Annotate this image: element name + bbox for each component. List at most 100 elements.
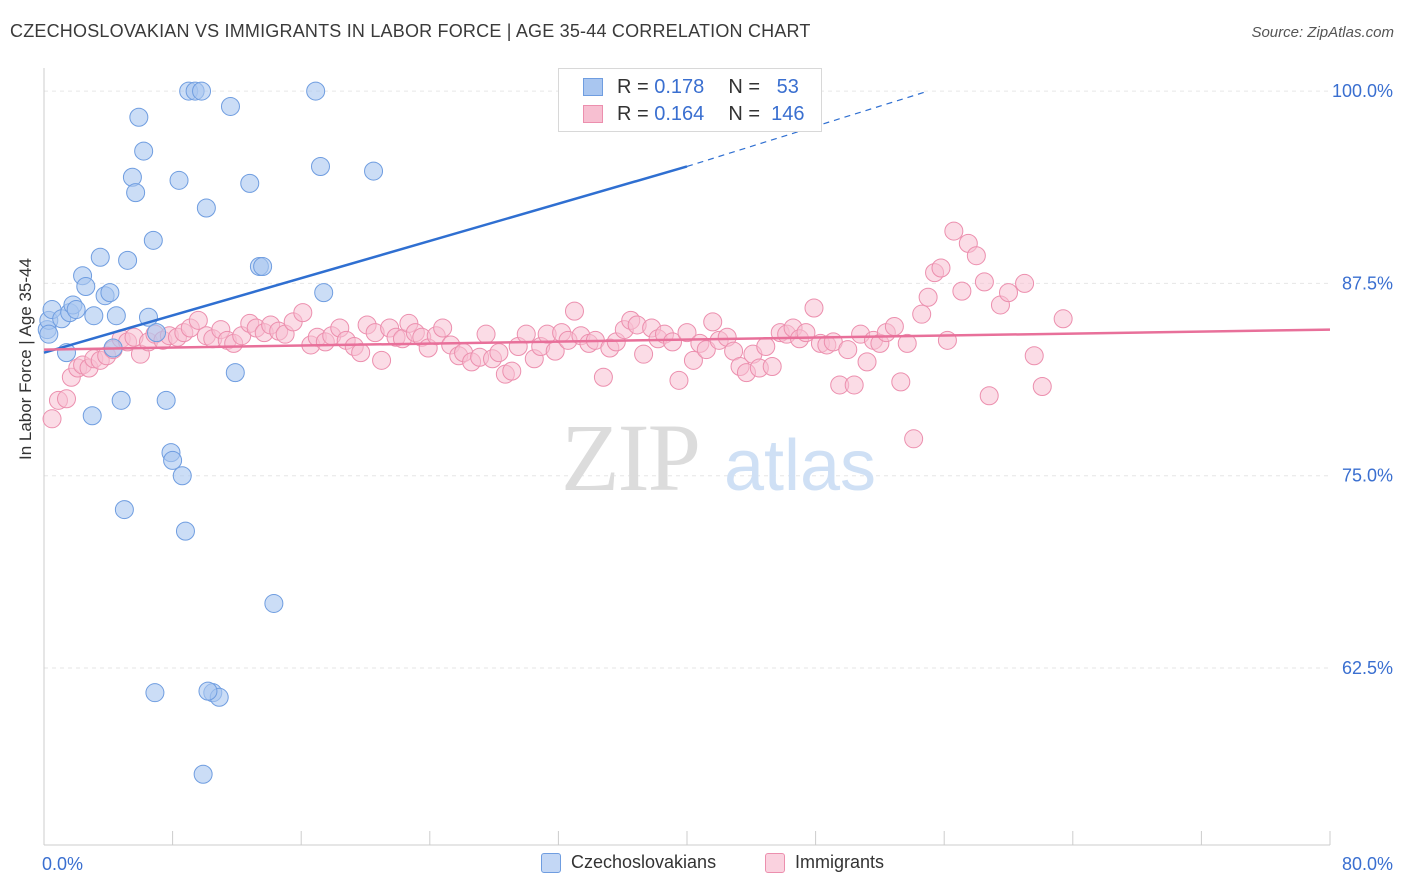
- czechoslovakians-point: [196, 198, 216, 218]
- legend-r-label: R =: [617, 75, 649, 98]
- immigrants-point: [677, 323, 697, 343]
- correlation-legend: R = 0.178 N = 53 R = 0.164 N = 146: [558, 68, 822, 132]
- immigrants-point: [966, 246, 986, 266]
- legend-r-value: 0.178: [654, 75, 705, 98]
- axes: [43, 68, 1331, 846]
- czechoslovakians-point: [145, 683, 165, 703]
- czechoslovakians-point: [39, 324, 59, 344]
- immigrants-point: [884, 316, 904, 336]
- czechoslovakians-point: [220, 96, 240, 116]
- czechoslovakians-point: [306, 81, 326, 101]
- immigrants-trend-line: [43, 328, 1331, 351]
- y-tick-label: 100.0%: [1332, 81, 1393, 101]
- czechoslovakians-point: [147, 323, 167, 343]
- x-tick-label: 0.0%: [42, 854, 83, 874]
- immigrants-point: [904, 429, 924, 449]
- czechoslovakians-point: [129, 107, 149, 127]
- y-tick-label: 75.0%: [1342, 466, 1393, 486]
- immigrants-point: [516, 324, 536, 344]
- watermark-atlas: atlas: [724, 426, 876, 506]
- czechoslovakians-point: [118, 250, 138, 270]
- czechoslovakians-trend-line: [43, 165, 688, 354]
- czechoslovakians-point: [82, 406, 102, 426]
- immigrants-point: [188, 310, 208, 330]
- immigrants-point: [433, 318, 453, 338]
- watermark-zip: ZIP: [561, 404, 699, 511]
- immigrants-point: [979, 386, 999, 406]
- immigrants-point: [838, 340, 858, 360]
- immigrants-point: [857, 352, 877, 372]
- immigrants-point: [502, 361, 522, 381]
- immigrants-point: [703, 312, 723, 332]
- czechoslovakians-points: [37, 81, 384, 784]
- immigrants-point: [931, 258, 951, 278]
- czechoslovakians-point: [175, 521, 195, 541]
- immigrants-point: [42, 409, 62, 429]
- y-tick-label: 62.5%: [1342, 658, 1393, 678]
- immigrants-point: [293, 303, 313, 323]
- immigrants-point: [762, 356, 782, 376]
- immigrants-point: [891, 372, 911, 392]
- immigrants-point: [663, 332, 683, 352]
- x-tick-label: 80.0%: [1342, 854, 1393, 874]
- czechoslovakians-point: [84, 306, 104, 326]
- immigrants-point: [844, 375, 864, 395]
- czechoslovakians-point: [240, 173, 260, 193]
- series-legend: Czechoslovakians Immigrants: [0, 852, 1406, 878]
- czechoslovakians-point: [100, 283, 120, 303]
- legend-label: Immigrants: [795, 852, 885, 872]
- immigrants-point: [937, 330, 957, 350]
- czechoslovakians-point: [126, 183, 146, 203]
- legend-r-value: 0.164: [654, 102, 705, 125]
- czechoslovakians-point: [310, 156, 330, 176]
- czechoslovakians-point: [198, 681, 218, 701]
- watermark: ZIP atlas: [561, 404, 876, 511]
- czechoslovakians-point: [193, 764, 213, 784]
- czechoslovakians-point: [114, 500, 134, 520]
- immigrants-point: [1032, 376, 1052, 396]
- immigrants-point: [1024, 346, 1044, 366]
- immigrants-point: [476, 324, 496, 344]
- czechoslovakians-point: [90, 247, 110, 267]
- czechoslovakians-point: [106, 306, 126, 326]
- immigrants-point: [756, 336, 776, 356]
- legend-n-value: 53: [776, 75, 799, 98]
- immigrants-point: [683, 350, 703, 370]
- immigrants-point: [1053, 309, 1073, 329]
- legend-r-label: R =: [617, 102, 649, 125]
- czechoslovakians-point: [163, 450, 183, 470]
- legend-label: Czechoslovakians: [571, 852, 717, 872]
- chart-source: Source: ZipAtlas.com: [1251, 24, 1394, 41]
- immigrants-point: [974, 272, 994, 292]
- legend-swatch-pink: [583, 105, 603, 123]
- czechoslovakians-point: [192, 81, 212, 101]
- chart-title: CZECHOSLOVAKIAN VS IMMIGRANTS IN LABOR F…: [10, 21, 811, 41]
- immigrants-point: [918, 287, 938, 307]
- legend-swatch-blue: [583, 78, 603, 96]
- immigrants-point: [696, 340, 716, 360]
- czechoslovakians-point: [111, 390, 131, 410]
- legend-swatch-pink: [765, 852, 785, 873]
- legend-row-immigrants: R = 0.164 N = 146: [583, 102, 805, 126]
- czechoslovakians-point: [225, 363, 245, 383]
- immigrants-point: [1015, 273, 1035, 293]
- immigrants-point: [57, 389, 77, 409]
- czechoslovakians-point: [314, 283, 334, 303]
- czechoslovakians-point: [134, 141, 154, 161]
- immigrants-point: [912, 304, 932, 324]
- czechoslovakians-point: [76, 276, 96, 296]
- immigrants-point: [999, 283, 1018, 303]
- czechoslovakians-point: [156, 390, 176, 410]
- immigrants-point: [593, 367, 613, 387]
- y-axis-label: In Labor Force | Age 35-44: [16, 258, 35, 460]
- czechoslovakians-point: [143, 230, 163, 250]
- legend-swatch-blue: [541, 852, 561, 873]
- immigrants-point: [634, 344, 654, 364]
- immigrants-point: [669, 370, 689, 390]
- immigrants-point: [489, 343, 509, 363]
- czechoslovakians-point: [122, 167, 142, 187]
- immigrants-point: [804, 298, 824, 318]
- legend-n-label: N =: [728, 75, 760, 98]
- czechoslovakians-point: [364, 161, 384, 181]
